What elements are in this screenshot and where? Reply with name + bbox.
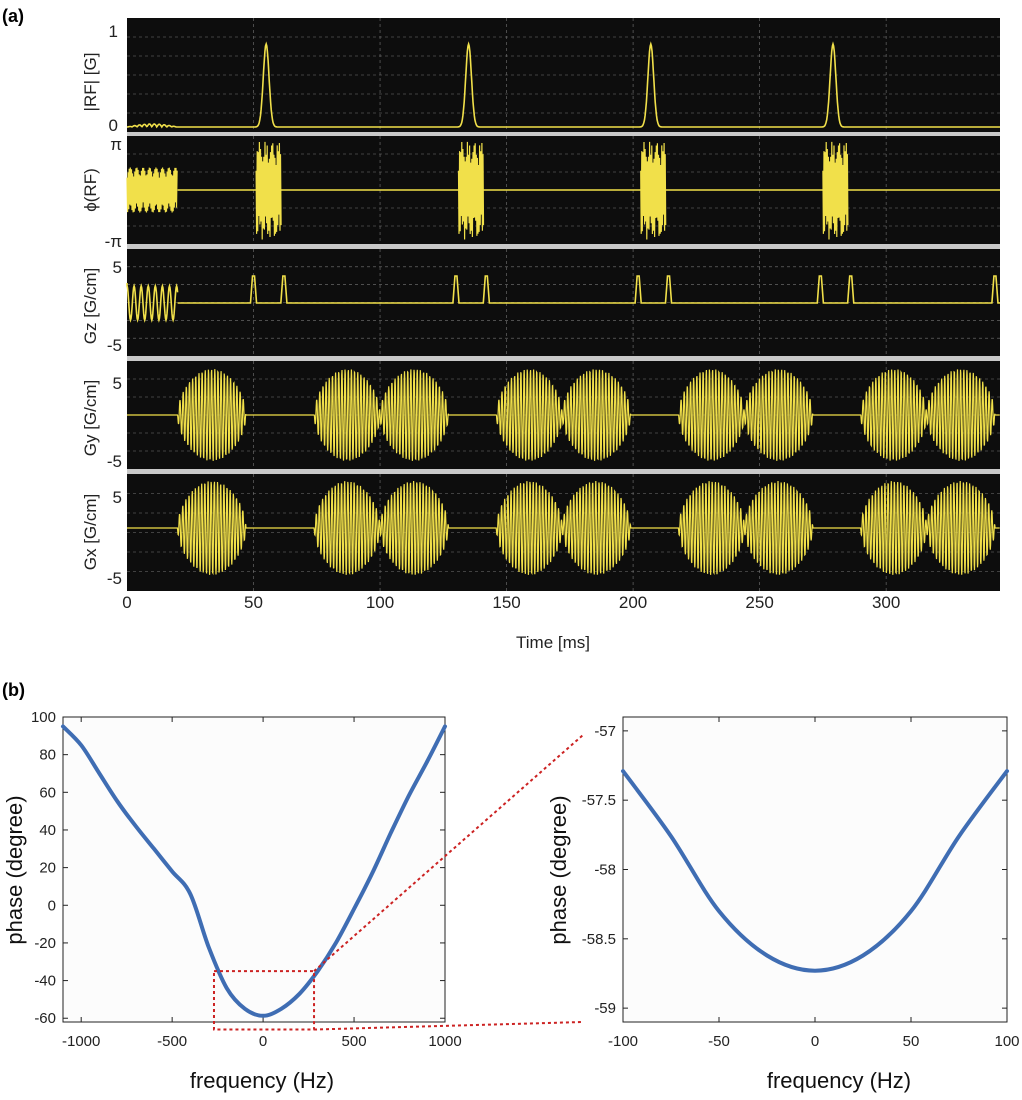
ytick-gy-top: 5 bbox=[113, 374, 122, 393]
ytick-gy-bottom: -5 bbox=[107, 452, 122, 471]
phase-frequency-plot: -1000 -500 0 500 1000 100 80 60 40 20 0 -20 -40 -60 bbox=[31, 709, 462, 1050]
ytick-rf-bottom: 0 bbox=[109, 116, 118, 135]
ylabel-rf-phase: ϕ(RF) bbox=[81, 168, 100, 212]
gridlines bbox=[127, 18, 1000, 132]
gridlines bbox=[127, 474, 1000, 591]
x-tick-label: -100 bbox=[608, 1033, 638, 1050]
rf-phase-burst bbox=[457, 141, 485, 240]
ylabel-right: phase (degree) bbox=[546, 795, 571, 944]
ylabel-rf-amplitude: |RF| [G] bbox=[81, 53, 100, 112]
y-tick-label: 0 bbox=[48, 897, 56, 914]
y-tick-label: -58 bbox=[594, 862, 616, 879]
phase-frequency-zoom-plot: -100 -50 0 50 100 -57 -57.5 -58 -58.5 -59 bbox=[582, 716, 1020, 1050]
y-tick-label: 60 bbox=[39, 784, 56, 801]
x-tick-label: -50 bbox=[708, 1033, 730, 1050]
panel-a-xlabel: Time [ms] bbox=[516, 633, 590, 652]
x-tick-label: 0 bbox=[122, 593, 131, 612]
y-tick-label: -20 bbox=[34, 935, 56, 952]
x-tick-label: -1000 bbox=[62, 1033, 100, 1050]
ytick-gz-top: 5 bbox=[113, 258, 122, 277]
ytick-phase-top: π bbox=[110, 135, 122, 154]
y-tick-label: 80 bbox=[39, 747, 56, 764]
plot-area-right bbox=[622, 716, 1008, 1023]
x-tick-label: 1000 bbox=[428, 1033, 461, 1050]
channel-0 bbox=[127, 18, 1000, 132]
rf-amplitude-trace bbox=[127, 41, 1000, 129]
panel-a-label: (a) bbox=[2, 6, 24, 26]
gz-crusher-trace bbox=[177, 275, 1000, 304]
plot-area-left bbox=[62, 716, 446, 1023]
y-tick-label: 40 bbox=[39, 822, 56, 839]
y-tick-label: 100 bbox=[31, 709, 56, 726]
ytick-rf-top: 1 bbox=[109, 22, 118, 41]
rf-phase-burst bbox=[822, 141, 849, 240]
y-tick-label: -40 bbox=[34, 973, 56, 990]
rf-phase-burst bbox=[255, 141, 282, 240]
x-tick-label: 100 bbox=[994, 1033, 1019, 1050]
y-tick-label: -57 bbox=[594, 723, 616, 740]
panel-a-x-ticks: 0 50 100 150 200 250 300 bbox=[122, 593, 900, 612]
ylabel-left: phase (degree) bbox=[2, 795, 27, 944]
right-phase-curve bbox=[621, 769, 1009, 973]
ylabel-gy: Gy [G/cm] bbox=[81, 380, 100, 457]
panel-b-label: (b) bbox=[2, 680, 25, 700]
y-tick-label: -60 bbox=[34, 1010, 56, 1027]
x-tick-label: 250 bbox=[745, 593, 773, 612]
zoom-indicator bbox=[212, 734, 584, 1031]
x-tick-label: -500 bbox=[157, 1033, 187, 1050]
xlabel-left: frequency (Hz) bbox=[190, 1068, 334, 1093]
ytick-phase-bottom: -π bbox=[105, 232, 122, 251]
gx-spiral-trace bbox=[127, 480, 1000, 576]
x-tick-label: 500 bbox=[342, 1033, 367, 1050]
left-phase-curve bbox=[61, 724, 447, 1018]
x-tick-label: 200 bbox=[619, 593, 647, 612]
y-tick-label: -59 bbox=[594, 1000, 616, 1017]
ytick-gx-top: 5 bbox=[113, 488, 122, 507]
rf-phase-burst bbox=[640, 141, 667, 240]
gy-spiral-trace bbox=[127, 369, 1000, 461]
xlabel-right: frequency (Hz) bbox=[767, 1068, 911, 1093]
x-tick-label: 100 bbox=[366, 593, 394, 612]
rf-phase-burst bbox=[126, 167, 178, 213]
channel-background bbox=[127, 18, 1000, 132]
ylabel-gz: Gz [G/cm] bbox=[81, 268, 100, 345]
gz-oscillation-trace bbox=[126, 283, 179, 323]
y-tick-label: 20 bbox=[39, 860, 56, 877]
pulse-sequence-plot bbox=[126, 18, 1000, 591]
x-tick-label: 50 bbox=[903, 1033, 920, 1050]
x-tick-label: 50 bbox=[244, 593, 263, 612]
x-tick-label: 150 bbox=[492, 593, 520, 612]
ylabel-gx: Gx [G/cm] bbox=[81, 494, 100, 571]
zoom-box bbox=[212, 970, 316, 1031]
y-tick-label: -58.5 bbox=[582, 931, 616, 948]
ytick-gx-bottom: -5 bbox=[107, 569, 122, 588]
x-tick-label: 0 bbox=[259, 1033, 267, 1050]
x-tick-label: 300 bbox=[872, 593, 900, 612]
y-tick-label: -57.5 bbox=[582, 792, 616, 809]
x-tick-label: 0 bbox=[811, 1033, 819, 1050]
zoom-connector-bottom bbox=[314, 1021, 584, 1031]
ytick-gz-bottom: -5 bbox=[107, 336, 122, 355]
